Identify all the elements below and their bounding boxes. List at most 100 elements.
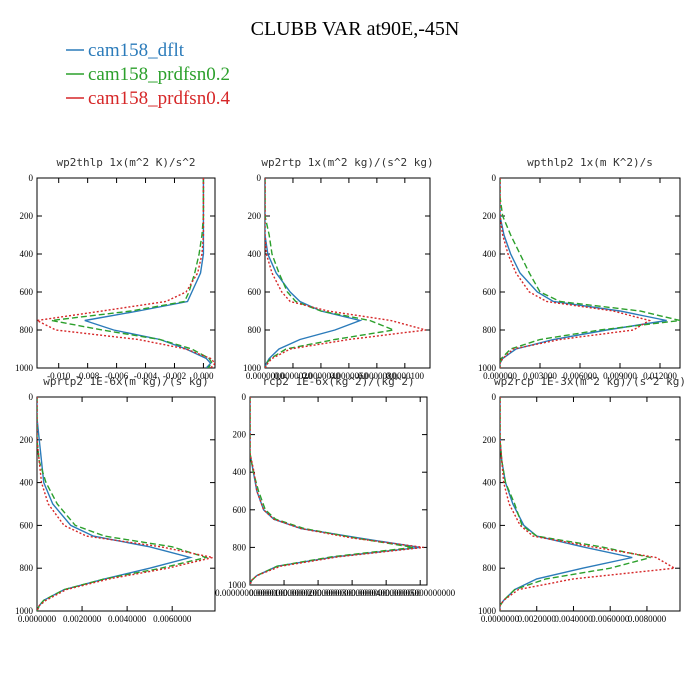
y-tick-label: 800: [248, 325, 262, 335]
y-tick-label: 1000: [478, 606, 497, 616]
y-tick-label: 400: [233, 467, 247, 477]
x-tick-label: -0.002: [163, 371, 186, 381]
y-tick-label: 200: [20, 435, 34, 445]
x-tick-label: -0.004: [134, 371, 158, 381]
y-tick-label: 0: [257, 173, 262, 183]
profile-line: [250, 397, 414, 585]
profile-line: [37, 397, 213, 611]
y-tick-label: 400: [20, 249, 34, 259]
figure-title: CLUBB VAR at90E,-45N: [251, 18, 460, 40]
y-tick-label: 0: [492, 392, 497, 402]
profile-line: [265, 178, 397, 368]
y-tick-label: 1000: [478, 363, 497, 373]
x-tick-label: 0.0020000: [518, 614, 557, 624]
y-tick-label: 0: [29, 392, 34, 402]
plot-frame: [499, 396, 681, 612]
y-tick-label: 200: [483, 435, 497, 445]
x-tick-label: 0.009000: [603, 371, 637, 381]
x-tick-label: 0.0060000: [153, 614, 192, 624]
x-tick-label: -0.006: [105, 371, 129, 381]
x-tick-label: 0.0000000: [481, 614, 520, 624]
y-tick-label: 0: [242, 392, 247, 402]
plot-frame: [36, 396, 216, 612]
x-tick-label: 0.0000100: [386, 371, 425, 381]
x-tick-label: -0.008: [76, 371, 100, 381]
y-tick-label: 400: [20, 478, 34, 488]
x-tick-label: 0.00004000000000: [351, 588, 421, 598]
y-tick-label: 800: [233, 542, 247, 552]
y-tick-label: 600: [233, 505, 247, 515]
plot-frame: [499, 177, 681, 369]
x-tick-label: 0.00001000000000: [249, 588, 319, 598]
y-tick-label: 1000: [15, 606, 34, 616]
profile-line: [37, 397, 209, 611]
profile-line: [500, 397, 677, 611]
profile-line: [265, 178, 426, 368]
profile-line: [250, 397, 421, 585]
x-tick-label: 0.0000080: [358, 371, 397, 381]
x-tick-label: -0.010: [47, 371, 71, 381]
y-tick-label: 800: [483, 325, 497, 335]
x-tick-label: 0.0000020: [274, 371, 313, 381]
y-tick-label: 600: [483, 287, 497, 297]
x-tick-label: 0.0000060: [330, 371, 369, 381]
profile-line: [500, 178, 667, 368]
y-tick-label: 600: [483, 520, 497, 530]
y-tick-label: 200: [233, 430, 247, 440]
x-tick-label: 0.012000: [643, 371, 677, 381]
profile-line: [500, 397, 651, 611]
legend-label: cam158_dflt: [88, 40, 185, 61]
y-tick-label: 600: [20, 520, 34, 530]
y-tick-label: 200: [483, 211, 497, 221]
y-tick-label: 1000: [228, 580, 247, 590]
x-tick-label: 0.00003000000000: [317, 588, 387, 598]
x-tick-label: 0.000000: [483, 371, 517, 381]
profile-line: [500, 397, 633, 611]
profile-line: [37, 178, 215, 368]
panel-title: wp2rcp 1E-3x(m^2 kg)/(s^2 kg): [494, 375, 686, 388]
panel-title: wpthlp2 1x(m K^2)/s: [527, 156, 653, 169]
y-tick-label: 800: [20, 325, 34, 335]
legend-label: cam158_prdfsn0.4: [88, 88, 230, 109]
legend-label: cam158_prdfsn0.2: [88, 64, 230, 85]
panel-title: wp2thlp 1x(m^2 K)/s^2: [56, 156, 195, 169]
x-tick-label: 0.0020000: [63, 614, 102, 624]
x-tick-label: 0.0080000: [628, 614, 667, 624]
plot-frame: [264, 177, 431, 369]
profile-line: [37, 397, 193, 611]
x-tick-label: 0.000: [193, 371, 214, 381]
profile-line: [500, 178, 680, 368]
panel-title: wprtp2 1E-6x(m kg)/(s kg): [43, 375, 209, 388]
panel-title: wp2rtp 1x(m^2 kg)/(s^2 kg): [261, 156, 433, 169]
y-tick-label: 400: [483, 249, 497, 259]
panel-title: rcp2 1E-6x(kg^2)/(kg^2): [262, 375, 414, 388]
y-tick-label: 400: [248, 249, 262, 259]
plot-frame: [36, 177, 216, 369]
y-tick-label: 1000: [15, 363, 34, 373]
y-tick-label: 600: [248, 287, 262, 297]
x-tick-label: 0.0000040: [302, 371, 341, 381]
x-tick-label: 0.006000: [563, 371, 597, 381]
x-tick-label: 0.003000: [523, 371, 557, 381]
x-tick-label: 0.0060000: [591, 614, 630, 624]
y-tick-label: 200: [20, 211, 34, 221]
y-tick-label: 600: [20, 287, 34, 297]
y-tick-label: 200: [248, 211, 262, 221]
profile-line: [250, 397, 424, 585]
plot-frame: [249, 396, 428, 586]
profile-line: [84, 178, 212, 368]
y-tick-label: 800: [483, 563, 497, 573]
x-tick-label: 0.00005000000000: [385, 588, 455, 598]
y-tick-label: 1000: [243, 363, 262, 373]
profile-line: [500, 178, 652, 368]
x-tick-label: 0.0040000: [108, 614, 147, 624]
x-tick-label: 0.0000000: [18, 614, 57, 624]
y-tick-label: 400: [483, 478, 497, 488]
x-tick-label: 0.0040000: [554, 614, 593, 624]
x-tick-label: 0.00000000000000: [215, 588, 285, 598]
y-tick-label: 0: [492, 173, 497, 183]
profile-line: [51, 178, 213, 368]
x-tick-label: 0.00002000000000: [283, 588, 353, 598]
y-tick-label: 800: [20, 563, 34, 573]
